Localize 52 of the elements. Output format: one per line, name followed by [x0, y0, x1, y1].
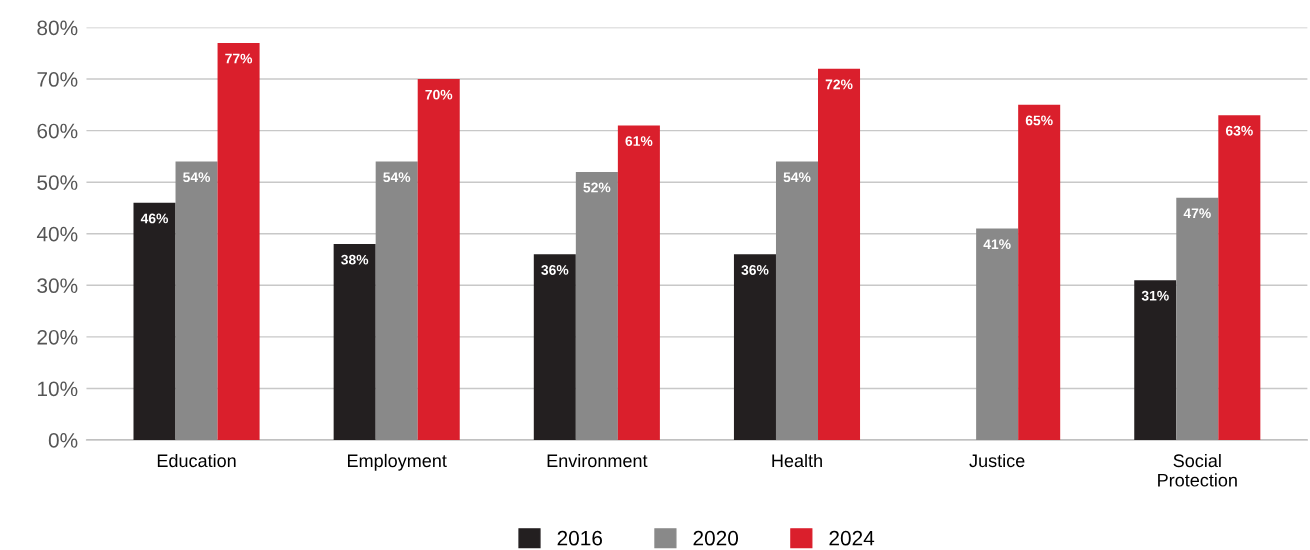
y-tick-label: 60%	[37, 123, 78, 139]
data-label: 54%	[783, 172, 811, 183]
data-label: 46%	[140, 213, 169, 224]
bar	[733, 254, 776, 440]
bar	[1018, 104, 1061, 440]
x-tick-label: Social Protection	[1158, 453, 1237, 487]
bar	[217, 42, 260, 440]
bar	[175, 161, 218, 440]
x-tick-label: Environment	[547, 453, 648, 468]
bar	[575, 171, 618, 440]
bar	[1218, 115, 1261, 440]
x-tick-label: Justice	[969, 453, 1025, 468]
y-tick-label: 30%	[37, 278, 78, 294]
bar	[533, 254, 576, 440]
bar	[1176, 197, 1219, 440]
x-tick-label: Employment	[348, 453, 447, 471]
x-tick-label: Health	[772, 453, 822, 468]
data-label: 38%	[341, 254, 369, 265]
y-tick-label: 70%	[37, 72, 78, 87]
data-label: 70%	[425, 89, 453, 100]
y-tick-label: 10%	[38, 381, 78, 397]
data-label: 65%	[1025, 115, 1053, 126]
bar	[417, 79, 460, 440]
y-tick-label: 0%	[48, 433, 78, 448]
data-label: 63%	[1225, 125, 1253, 136]
data-label: 52%	[583, 182, 611, 193]
data-label: 54%	[183, 172, 211, 183]
legend-label: 2024	[829, 530, 875, 546]
y-tick-label: 20%	[37, 329, 78, 345]
y-tick-label: 40%	[36, 226, 78, 242]
data-label: 47%	[1183, 208, 1211, 219]
bar	[775, 161, 819, 440]
data-label: 54%	[383, 172, 411, 183]
y-tick-label: 80%	[37, 20, 78, 36]
legend-label: 2020	[693, 530, 739, 546]
data-label: 72%	[825, 79, 853, 90]
bar	[1134, 280, 1177, 440]
x-tick-label: Education	[157, 453, 236, 468]
bar	[133, 202, 176, 440]
y-tick-label: 50%	[37, 175, 78, 190]
data-label: 36%	[541, 265, 569, 275]
bar	[818, 68, 861, 440]
bar	[375, 161, 418, 440]
legend-label: 2016	[557, 530, 603, 546]
bar	[333, 244, 376, 440]
data-label: 41%	[983, 239, 1011, 250]
data-label: 61%	[625, 136, 653, 146]
bar	[617, 125, 660, 440]
data-label: 36%	[741, 265, 769, 275]
bar	[976, 228, 1019, 440]
data-label: 77%	[225, 53, 253, 64]
data-label: 31%	[1141, 290, 1169, 301]
